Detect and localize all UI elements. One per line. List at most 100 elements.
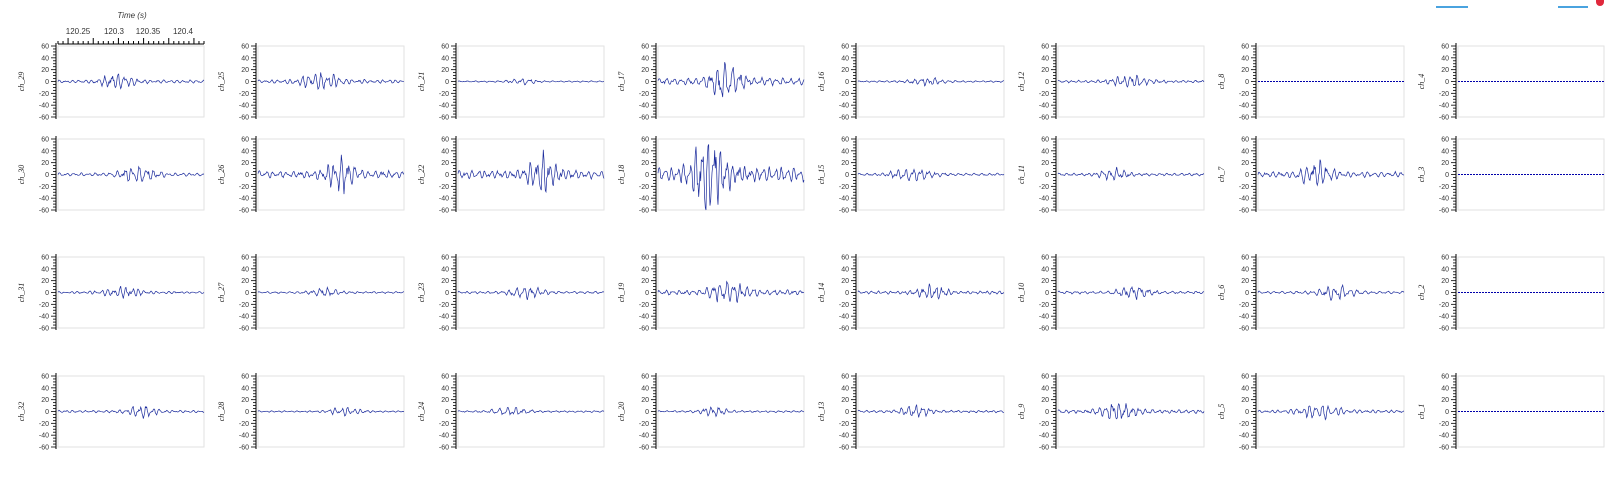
y-tick-label: 60 — [1241, 255, 1249, 262]
y-tick-label: -60 — [39, 208, 49, 215]
y-tick-label: 20 — [1041, 67, 1049, 74]
trace-line — [857, 77, 1005, 87]
channel-label: ch_23 — [417, 283, 426, 303]
y-tick-label: -20 — [39, 91, 49, 98]
y-tick-label: -20 — [439, 421, 449, 428]
y-tick-label: 0 — [845, 409, 849, 416]
panel-frame — [857, 375, 1005, 448]
y-tick-label: -60 — [39, 115, 49, 122]
y-tick-label: -20 — [239, 421, 249, 428]
y-tick-label: 0 — [245, 79, 249, 86]
trace-line — [657, 144, 805, 211]
y-tick-label: 40 — [841, 385, 849, 392]
y-tick-label: -40 — [239, 433, 249, 440]
y-tick-label: -20 — [1439, 91, 1449, 98]
y-tick-label: 20 — [641, 160, 649, 167]
y-tick-label: 0 — [645, 79, 649, 86]
y-tick-label: -20 — [839, 421, 849, 428]
y-tick-label: -20 — [1239, 184, 1249, 191]
channel-label: ch_29 — [17, 72, 26, 92]
y-tick-label: 20 — [441, 278, 449, 285]
y-tick-label: -40 — [1239, 196, 1249, 203]
y-tick-label: -60 — [639, 208, 649, 215]
y-tick-label: -20 — [39, 184, 49, 191]
y-tick-label: 40 — [441, 148, 449, 155]
y-tick-label: 0 — [1045, 409, 1049, 416]
y-tick-label: 40 — [1441, 385, 1449, 392]
y-tick-label: 20 — [241, 67, 249, 74]
y-tick-label: 0 — [1045, 79, 1049, 86]
y-tick-label: 20 — [841, 278, 849, 285]
y-tick-label: -20 — [1439, 302, 1449, 309]
y-tick-label: -60 — [639, 115, 649, 122]
y-tick-label: 0 — [645, 290, 649, 297]
y-tick-label: 40 — [1241, 55, 1249, 62]
y-tick-label: 20 — [641, 397, 649, 404]
y-tick-label: -40 — [39, 314, 49, 321]
y-tick-label: -20 — [439, 91, 449, 98]
trace-line — [257, 407, 405, 417]
y-tick-label: -20 — [1039, 302, 1049, 309]
y-tick-label: 60 — [241, 137, 249, 144]
y-tick-label: 40 — [1041, 148, 1049, 155]
y-tick-label: 40 — [241, 385, 249, 392]
y-tick-label: 60 — [41, 374, 49, 381]
trace-line — [57, 285, 205, 299]
y-tick-label: -40 — [639, 314, 649, 321]
y-tick-label: 60 — [1041, 44, 1049, 51]
y-tick-label: 20 — [1241, 278, 1249, 285]
trace-line — [657, 280, 805, 303]
y-tick-label: -60 — [1039, 445, 1049, 452]
y-tick-label: -60 — [1039, 115, 1049, 122]
y-tick-label: 0 — [845, 79, 849, 86]
y-tick-label: -20 — [639, 421, 649, 428]
y-tick-label: 60 — [1241, 137, 1249, 144]
y-tick-label: 0 — [445, 172, 449, 179]
y-tick-label: -20 — [1039, 421, 1049, 428]
y-tick-label: -60 — [1039, 326, 1049, 333]
y-tick-label: -40 — [239, 314, 249, 321]
channel-label: ch_24 — [417, 402, 426, 422]
y-tick-label: 40 — [641, 385, 649, 392]
y-tick-label: -60 — [439, 326, 449, 333]
y-tick-label: 60 — [1441, 44, 1449, 51]
y-tick-label: -20 — [1239, 302, 1249, 309]
panel-frame — [57, 256, 205, 329]
channel-label: ch_12 — [1017, 72, 1026, 92]
y-tick-label: 20 — [241, 278, 249, 285]
y-tick-label: -20 — [1439, 421, 1449, 428]
y-tick-label: 60 — [1441, 374, 1449, 381]
panel-frame — [857, 256, 1005, 329]
y-tick-label: -60 — [839, 208, 849, 215]
y-tick-label: -40 — [1239, 314, 1249, 321]
y-tick-label: 20 — [1441, 278, 1449, 285]
y-tick-label: -60 — [839, 115, 849, 122]
y-tick-label: 60 — [1441, 255, 1449, 262]
y-tick-label: -20 — [1239, 421, 1249, 428]
y-tick-label: -60 — [39, 445, 49, 452]
top-axis-tick-label: 120.35 — [136, 27, 161, 36]
panel-frame — [257, 138, 405, 211]
trace-line — [657, 62, 805, 98]
y-tick-label: 60 — [441, 255, 449, 262]
y-tick-label: -20 — [439, 302, 449, 309]
panel-frame — [57, 375, 205, 448]
trace-line — [457, 286, 604, 300]
y-tick-label: -60 — [1239, 326, 1249, 333]
y-tick-label: 40 — [1241, 148, 1249, 155]
trace-line — [1257, 404, 1405, 421]
y-tick-label: 60 — [1041, 374, 1049, 381]
y-tick-label: 40 — [441, 385, 449, 392]
y-tick-label: 40 — [41, 266, 49, 273]
y-tick-label: 20 — [841, 67, 849, 74]
y-tick-label: 0 — [245, 409, 249, 416]
y-tick-label: 20 — [841, 397, 849, 404]
y-tick-label: -40 — [1239, 103, 1249, 110]
y-tick-label: 40 — [1441, 148, 1449, 155]
y-tick-label: 60 — [41, 255, 49, 262]
y-tick-label: -60 — [839, 326, 849, 333]
y-tick-label: 20 — [641, 278, 649, 285]
channel-label: ch_1 — [1417, 404, 1426, 420]
y-tick-label: 0 — [645, 409, 649, 416]
